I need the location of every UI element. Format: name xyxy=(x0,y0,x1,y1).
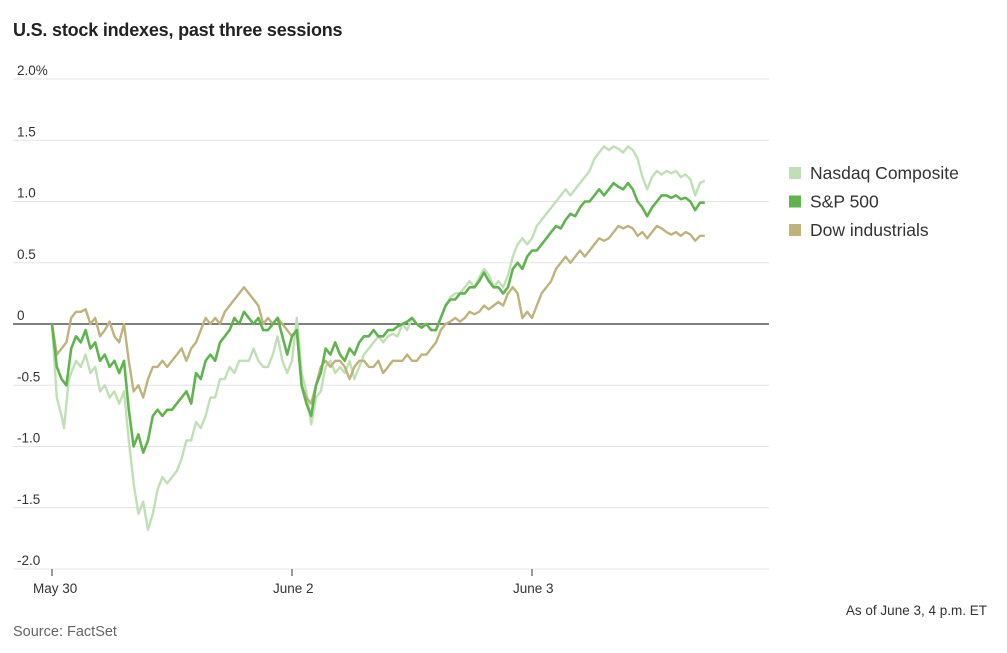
legend-label: S&P 500 xyxy=(810,192,879,212)
x-axis: May 30 June 2 June 3 xyxy=(33,569,554,596)
legend-swatch xyxy=(789,224,801,236)
y-tick-label: -0.5 xyxy=(17,369,40,384)
x-tick-label: June 3 xyxy=(513,581,554,596)
source-note: Source: FactSet xyxy=(13,624,117,640)
y-tick-label: -1.5 xyxy=(17,492,40,507)
series-lines xyxy=(50,145,706,531)
chart-title: U.S. stock indexes, past three sessions xyxy=(13,20,343,40)
y-tick-label: 0 xyxy=(17,308,25,323)
series-line-nasdaq-composite xyxy=(50,145,706,531)
timestamp-note: As of June 3, 4 p.m. ET xyxy=(845,603,987,618)
y-tick-label: 2.0% xyxy=(17,63,48,78)
y-tick-label: -2.0 xyxy=(17,553,40,568)
y-tick-label: 1.5 xyxy=(17,124,36,139)
legend-label: Nasdaq Composite xyxy=(810,163,959,183)
y-tick-label: -1.0 xyxy=(17,431,40,446)
y-axis-tick-labels: 2.0% 1.5 1.0 0.5 0 -0.5 -1.0 -1.5 -2.0 xyxy=(17,63,48,568)
legend: Nasdaq Composite S&P 500 Dow industrials xyxy=(789,163,959,240)
legend-label: Dow industrials xyxy=(810,220,929,240)
series-line-s-p-500 xyxy=(50,181,705,454)
legend-swatch xyxy=(789,167,801,179)
legend-swatch xyxy=(789,195,801,208)
x-tick-label: May 30 xyxy=(33,581,77,596)
y-tick-label: 0.5 xyxy=(17,247,36,262)
y-tick-label: 1.0 xyxy=(17,186,36,201)
grid-lines xyxy=(13,78,769,570)
series-line-dow-industrials xyxy=(50,224,705,405)
x-tick-label: June 2 xyxy=(273,581,314,596)
